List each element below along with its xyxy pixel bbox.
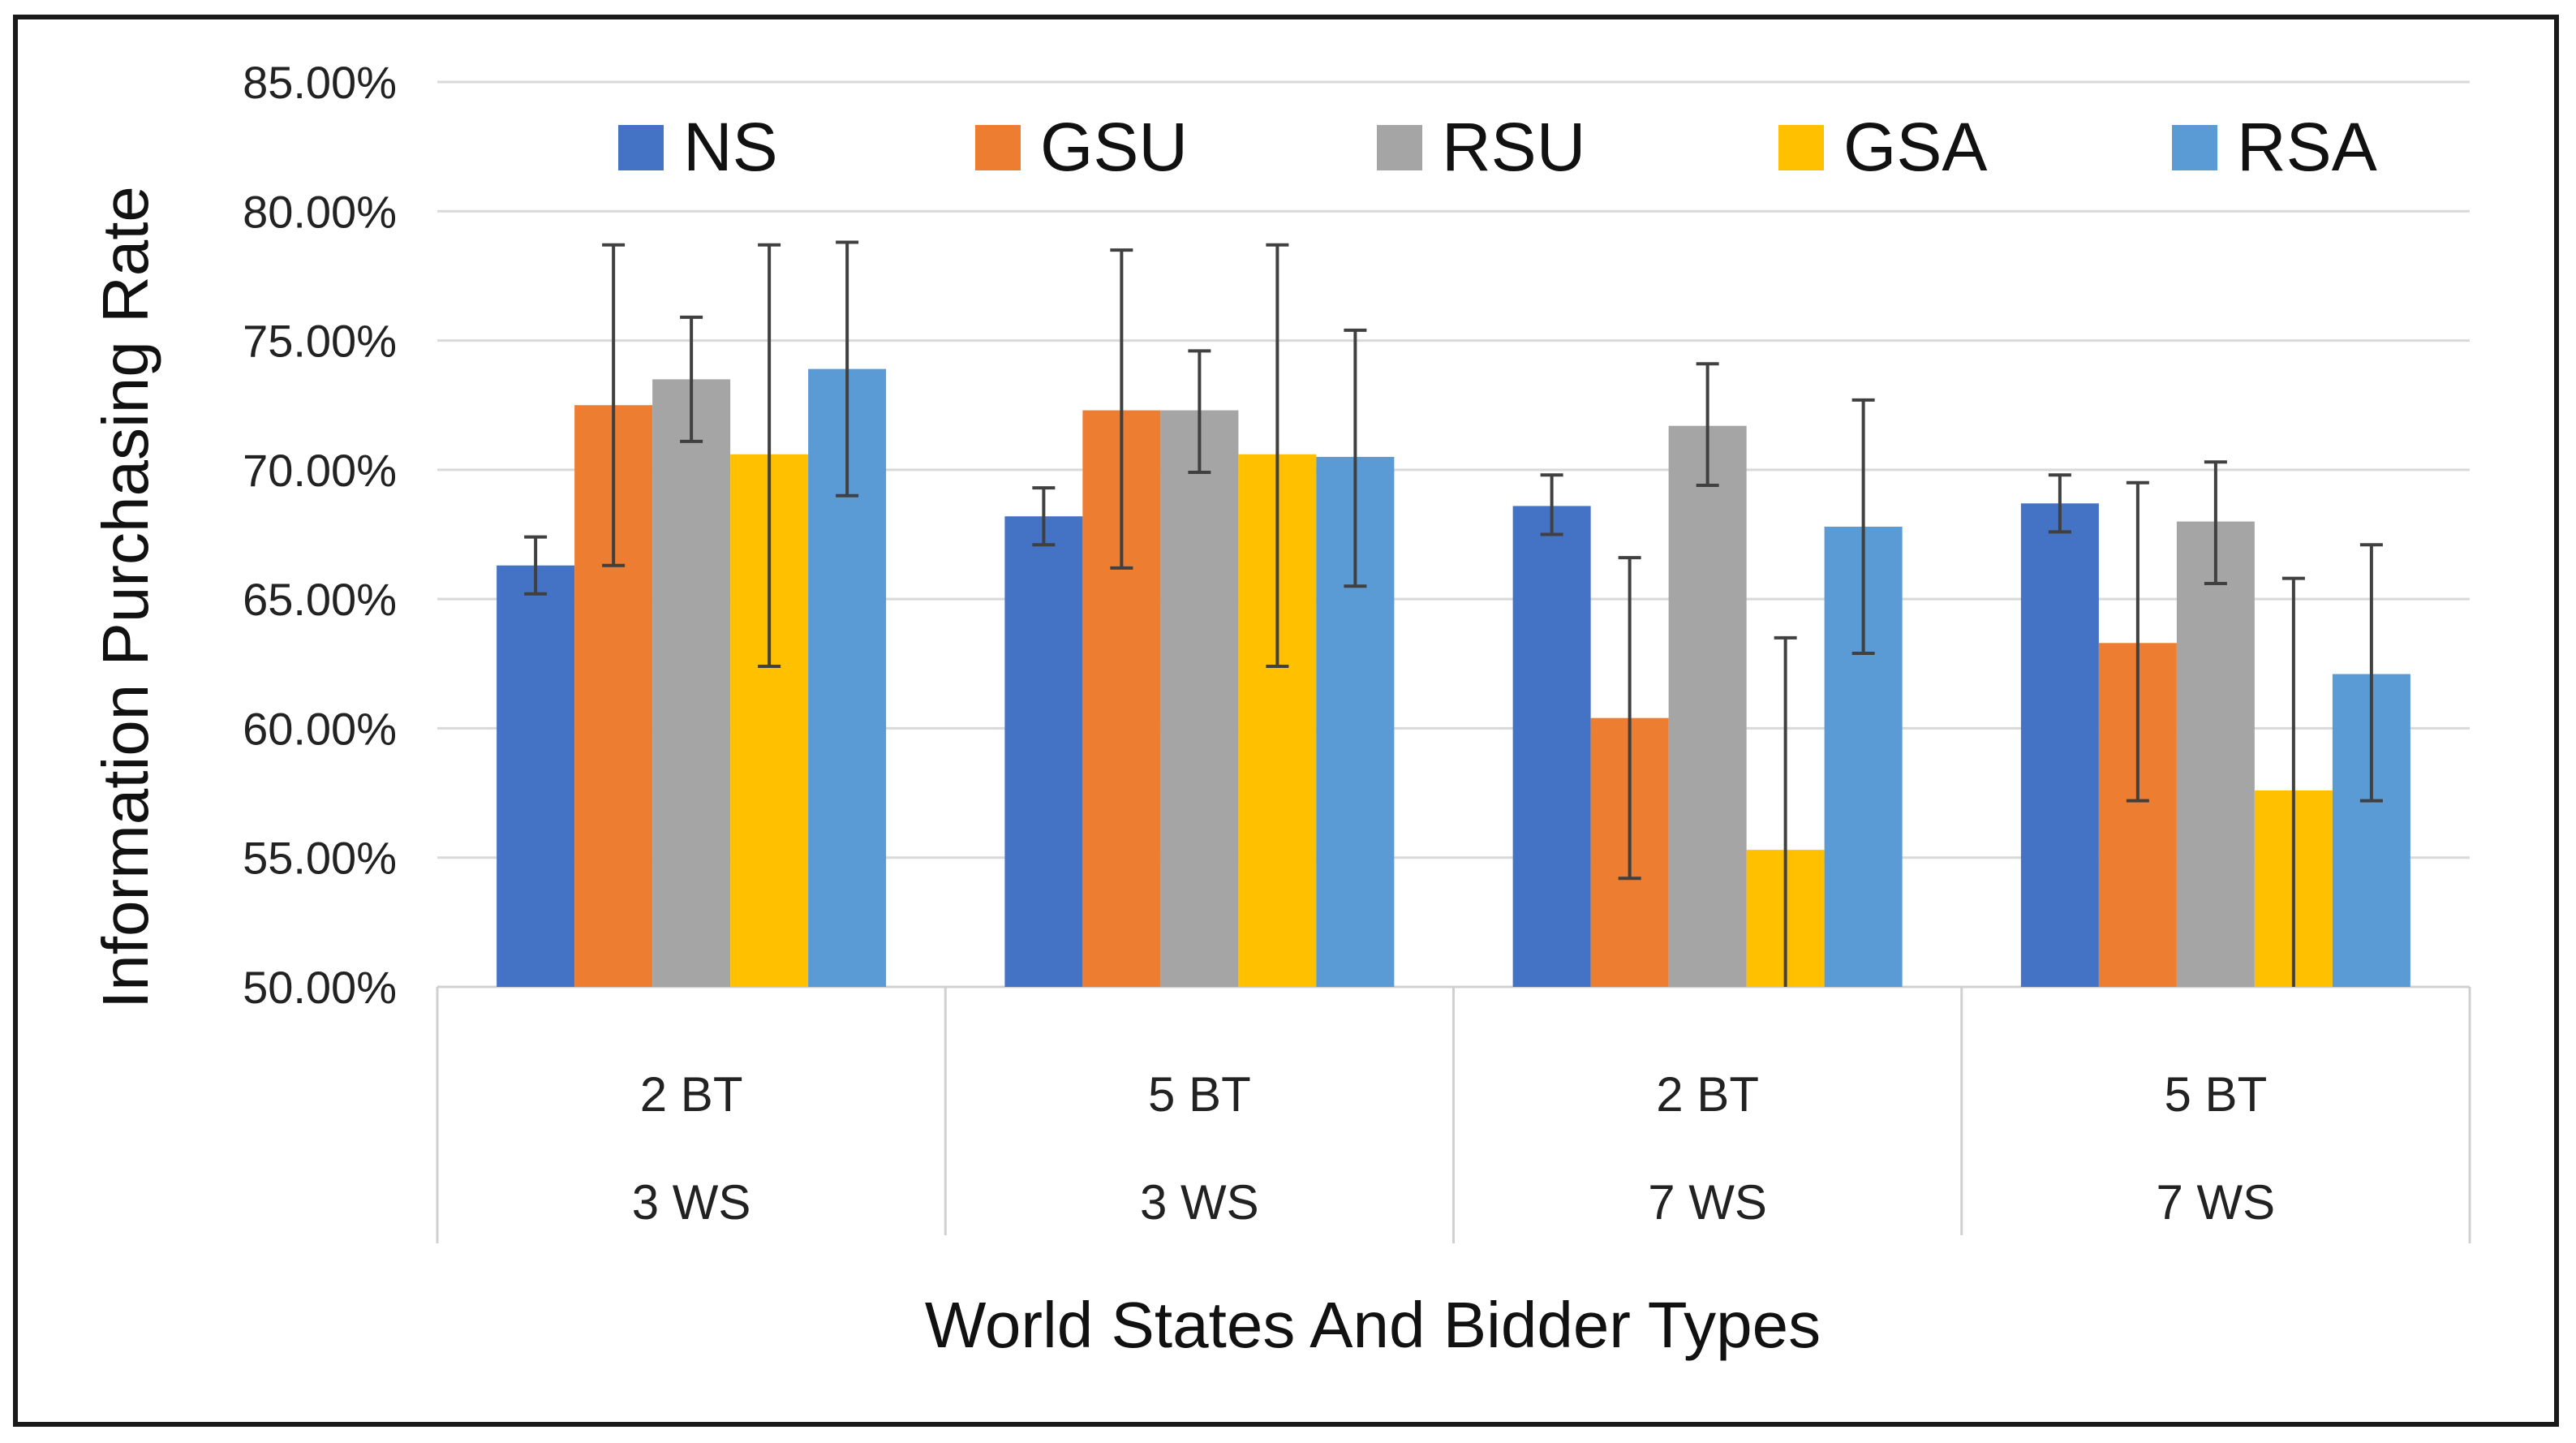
legend-label-ns: NS [683, 109, 778, 185]
legend-swatch-rsu [1377, 125, 1422, 170]
legend-label-gsa: GSA [1843, 109, 1987, 185]
legend-label-rsu: RSU [1442, 109, 1585, 185]
legend-label-gsu: GSU [1040, 109, 1188, 185]
world-states-label: 7 WS [1648, 1175, 1767, 1230]
category-label: 5 BT [2165, 1067, 2268, 1122]
bar-ns-1 [497, 565, 575, 987]
bar-rsu-4 [2176, 521, 2255, 987]
y-tick-label: 55.00% [243, 833, 397, 884]
legend-swatch-rsa [2172, 125, 2217, 170]
legend-swatch-gsa [1778, 125, 1824, 170]
category-label: 2 BT [1656, 1067, 1759, 1122]
world-states-label: 7 WS [2157, 1175, 2276, 1230]
legend-label-rsa: RSA [2237, 109, 2377, 185]
bar-rsu-2 [1160, 410, 1239, 988]
error-bars [524, 240, 2383, 987]
bar-rsu-1 [652, 379, 731, 987]
y-tick-label: 70.00% [243, 445, 397, 496]
world-states-label: 3 WS [1140, 1175, 1259, 1230]
bar-chart: 50.00% 55.00% 60.00% 65.00% 70.00% 75.00% 80.0… [89, 57, 2471, 1361]
legend-swatch-gsu [975, 125, 1021, 170]
y-tick-label: 60.00% [243, 703, 397, 754]
bars [497, 368, 2410, 988]
category-label: 5 BT [1148, 1067, 1251, 1122]
y-axis-title: Information Purchasing Rate [89, 186, 161, 1009]
bar-ns-3 [1512, 506, 1591, 987]
chart-frame: 50.00% 55.00% 60.00% 65.00% 70.00% 75.00% 80.0… [13, 15, 2559, 1427]
x-axis-categories: 2 BT 3 WS 5 BT 3 WS 2 BT 7 WS 5 BT 7 WS [436, 987, 2471, 1243]
legend-swatch-ns [618, 125, 664, 170]
bar-rsu-3 [1668, 425, 1747, 987]
y-axis-ticks: 50.00% 55.00% 60.00% 65.00% 70.00% 75.00% 80.0… [243, 57, 397, 1013]
y-tick-label: 80.00% [243, 186, 397, 237]
world-states-label: 3 WS [632, 1175, 751, 1230]
y-tick-label: 65.00% [243, 574, 397, 625]
y-tick-label: 75.00% [243, 316, 397, 367]
bar-ns-4 [2020, 503, 2099, 987]
x-axis-title: World States And Bidder Types [925, 1289, 1821, 1361]
y-tick-label: 85.00% [243, 57, 397, 108]
legend: NS GSU RSU GSA RSA [618, 109, 2377, 185]
bar-ns-2 [1004, 516, 1083, 987]
y-tick-label: 50.00% [243, 962, 397, 1013]
category-label: 2 BT [640, 1067, 743, 1122]
